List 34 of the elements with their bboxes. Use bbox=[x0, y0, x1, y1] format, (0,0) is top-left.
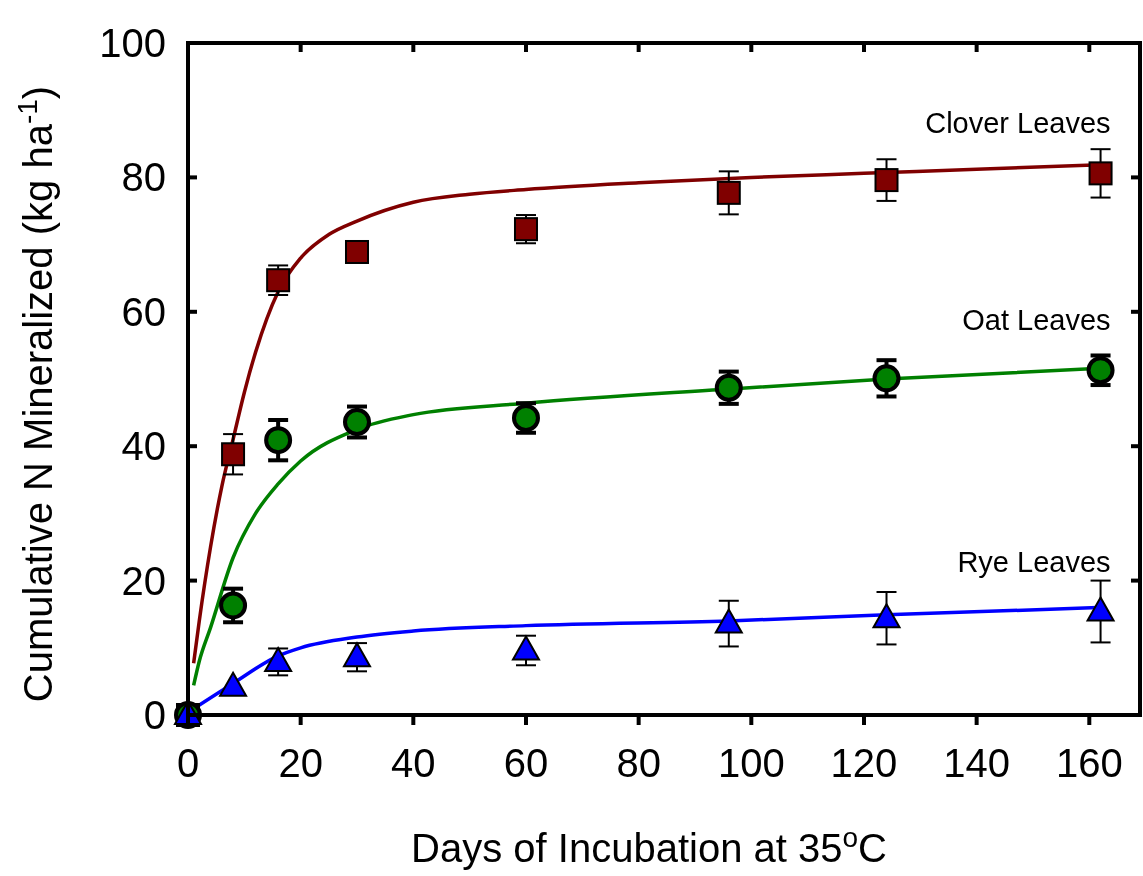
x-tick-label: 40 bbox=[391, 741, 436, 785]
point bbox=[714, 608, 743, 634]
y-tick-label: 60 bbox=[121, 289, 166, 334]
x-tick-label: 140 bbox=[943, 741, 1011, 785]
point bbox=[874, 168, 899, 193]
x-tick-label: 120 bbox=[830, 741, 898, 785]
point bbox=[264, 426, 293, 455]
point bbox=[342, 642, 371, 668]
x-tick-label: 0 bbox=[176, 741, 200, 785]
series-label: Clover Leaves bbox=[925, 107, 1111, 140]
point bbox=[1086, 596, 1115, 622]
y-tick-label: 20 bbox=[121, 558, 166, 603]
y-tick-label: 100 bbox=[99, 21, 166, 65]
x-axis-title: Days of Incubation at 35$^{o}$C bbox=[411, 821, 887, 870]
point bbox=[264, 646, 293, 672]
point bbox=[511, 635, 540, 661]
y-tick-label: 40 bbox=[121, 424, 166, 469]
point bbox=[221, 442, 246, 467]
legend-label: Oat Leaves bbox=[962, 304, 1111, 337]
point bbox=[872, 603, 901, 629]
point bbox=[716, 180, 741, 205]
point bbox=[1088, 161, 1113, 186]
point bbox=[344, 239, 369, 264]
legend-label: Rye Leaves bbox=[957, 545, 1111, 578]
x-tick-label: 100 bbox=[717, 741, 785, 785]
x-tick-label: 160 bbox=[1055, 741, 1123, 785]
x-tick-label: 20 bbox=[278, 741, 323, 785]
y-tick-label: 80 bbox=[121, 155, 166, 200]
y-tick-label: 0 bbox=[143, 693, 166, 737]
x-tick-label: 80 bbox=[616, 741, 661, 785]
point bbox=[219, 591, 248, 620]
point bbox=[872, 364, 901, 393]
point bbox=[219, 671, 248, 697]
x-tick-label: 60 bbox=[503, 741, 549, 785]
